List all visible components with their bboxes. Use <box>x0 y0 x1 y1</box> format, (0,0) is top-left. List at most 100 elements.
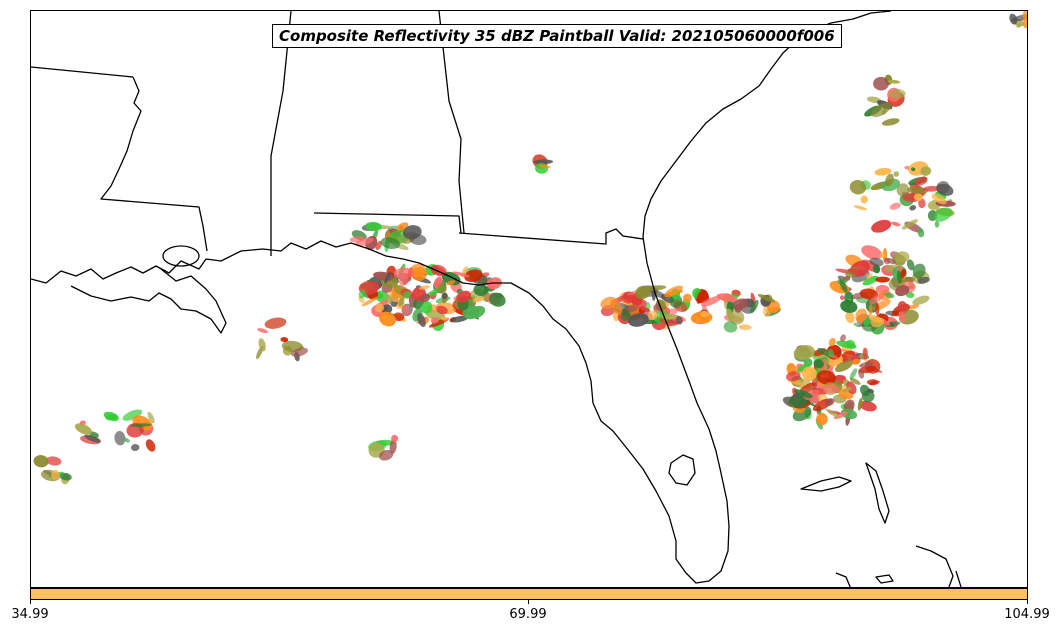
storm-blob <box>122 409 143 421</box>
storm-blob <box>816 370 836 385</box>
storm-blob <box>869 293 885 305</box>
colorbar-tick-mark <box>1027 600 1028 604</box>
storm-blob <box>849 368 858 380</box>
storm-blob <box>906 292 915 299</box>
storm-blob <box>851 358 861 365</box>
storm-blob <box>907 186 928 194</box>
storm-blob <box>379 311 396 327</box>
storm-blob <box>887 79 901 84</box>
storm-blob <box>906 259 915 271</box>
bahamas-island <box>955 570 962 587</box>
storm-blob <box>374 303 385 313</box>
storm-blob <box>917 228 925 238</box>
storm-blob <box>33 455 49 468</box>
storm-blob <box>374 290 389 303</box>
storm-blob <box>441 292 448 300</box>
reflectivity-paintballs <box>33 11 1027 485</box>
storm-blob <box>291 347 308 357</box>
storm-blob <box>280 337 289 343</box>
storm-blob <box>858 369 865 379</box>
storm-blob <box>393 267 415 279</box>
storm-blob <box>813 359 824 369</box>
storm-blob <box>89 431 99 438</box>
map-panel: Composite Reflectivity 35 dBZ Paintball … <box>30 10 1028 588</box>
storm-blob <box>696 290 705 304</box>
storm-blob <box>723 321 738 333</box>
storm-blob <box>1023 16 1027 29</box>
storm-blob <box>401 305 411 315</box>
storm-blob <box>299 346 304 350</box>
storm-blob <box>450 315 469 323</box>
storm-blob <box>896 270 902 284</box>
storm-blob <box>796 363 810 373</box>
storm-blob <box>355 237 374 247</box>
storm-blob <box>933 207 953 222</box>
storm-blob <box>857 397 863 411</box>
storm-blob <box>875 276 890 283</box>
storm-blob <box>827 348 835 358</box>
mississippi-river <box>100 76 208 252</box>
storm-blob <box>839 295 845 301</box>
storm-blob <box>853 205 867 211</box>
storm-blob <box>898 311 907 323</box>
storm-blob <box>840 408 858 420</box>
storm-blob <box>913 193 923 201</box>
colorbar-tick-mark <box>30 600 31 604</box>
storm-blob <box>74 423 92 435</box>
storm-blob <box>912 263 926 279</box>
storm-blob <box>361 296 379 307</box>
storm-blob <box>701 296 722 307</box>
storm-blob <box>923 185 941 192</box>
storm-blob <box>628 313 649 327</box>
storm-blob <box>884 292 895 299</box>
state-border-fl-ga <box>458 228 644 245</box>
storm-blob <box>901 219 918 230</box>
storm-blob <box>145 439 156 452</box>
storm-blob <box>897 301 908 312</box>
storm-blob <box>384 271 392 284</box>
storm-blob <box>786 371 801 382</box>
storm-blob <box>417 313 426 328</box>
storm-blob <box>840 300 858 313</box>
storm-blob <box>726 308 734 321</box>
storm-blob <box>896 265 903 271</box>
storm-blob <box>757 294 776 303</box>
storm-blob <box>446 280 456 286</box>
storm-blob <box>391 434 399 443</box>
storm-blob <box>430 317 439 324</box>
storm-blob <box>931 193 947 205</box>
storm-blob <box>862 275 879 286</box>
storm-blob <box>358 289 366 299</box>
storm-blob <box>825 398 835 406</box>
storm-blob <box>488 292 506 307</box>
map-canvas <box>31 11 1027 587</box>
storm-blob <box>853 322 861 328</box>
storm-blob <box>911 167 916 172</box>
storm-blob <box>716 293 738 303</box>
storm-blob <box>891 221 901 227</box>
storm-blob <box>895 285 910 297</box>
state-border <box>31 66 134 78</box>
storm-blob <box>893 171 900 177</box>
storm-blob <box>866 379 878 385</box>
storm-blob <box>862 347 868 360</box>
storm-blob <box>84 434 101 443</box>
storm-blob <box>436 305 448 315</box>
state-border-ms-al <box>270 11 292 256</box>
bahamas-island <box>865 462 890 524</box>
storm-blob <box>860 384 870 397</box>
storm-blob <box>859 361 874 368</box>
state-border-al-ga <box>438 11 465 234</box>
storm-blob <box>868 304 873 317</box>
storm-blob <box>879 252 886 258</box>
storm-blob <box>258 338 266 352</box>
storm-blob <box>380 237 401 249</box>
storm-blob <box>834 360 853 373</box>
storm-blob <box>1022 11 1027 20</box>
storm-blob <box>647 310 658 321</box>
storm-blob <box>418 285 431 290</box>
bahamas-island <box>835 572 851 587</box>
coastlines-and-borders <box>31 11 962 587</box>
storm-blob <box>399 277 409 286</box>
storm-blob <box>822 384 840 394</box>
